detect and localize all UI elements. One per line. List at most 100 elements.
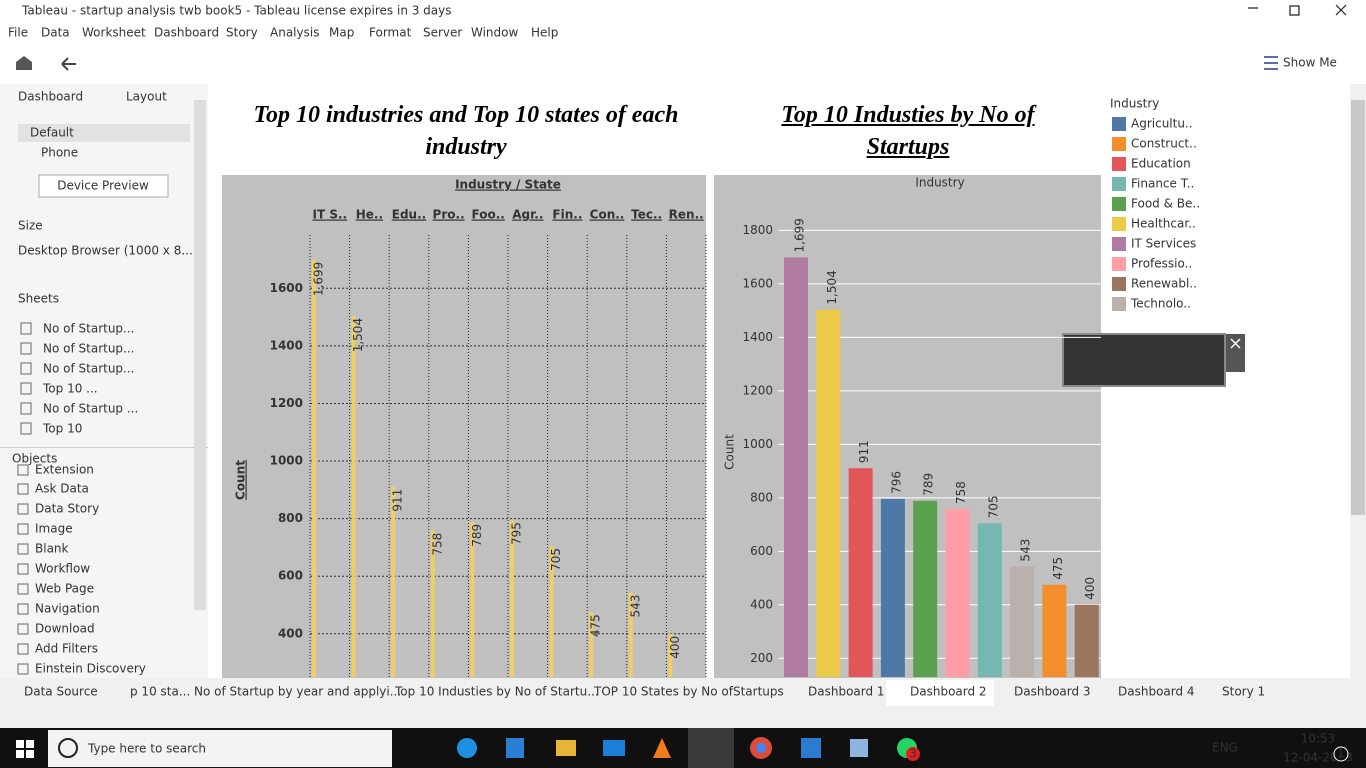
object-item[interactable]: Download xyxy=(35,622,95,636)
legend-label[interactable]: Professio.. xyxy=(1131,257,1192,271)
legend-label[interactable]: Renewabl.. xyxy=(1131,277,1197,291)
sheet-tab[interactable]: p 10 sta... xyxy=(130,685,190,699)
scroll-thumb[interactable] xyxy=(1351,100,1365,515)
start-button[interactable] xyxy=(16,740,34,758)
bar xyxy=(312,259,316,677)
x-category-label: Foo.. xyxy=(472,208,505,222)
menu-item[interactable]: Server xyxy=(423,26,462,40)
menu-item[interactable]: Map xyxy=(329,26,354,40)
undo-icon[interactable] xyxy=(61,57,76,71)
sheet-tab[interactable]: Story 1 xyxy=(1222,685,1265,699)
legend-label[interactable]: Agricultu.. xyxy=(1131,117,1193,131)
search-placeholder[interactable]: Type here to search xyxy=(87,742,206,756)
sheet-tab[interactable]: Top 10 Industies by No of Startu... xyxy=(394,685,599,699)
menu-item[interactable]: Story xyxy=(226,26,258,40)
device-preview-button[interactable] xyxy=(38,174,169,198)
language: ENG xyxy=(1212,741,1238,755)
object-item[interactable]: Extension xyxy=(35,463,94,477)
object-item[interactable]: Ask Data xyxy=(35,482,89,496)
sheet-item[interactable]: No of Startup... xyxy=(43,362,135,376)
object-item[interactable]: Image xyxy=(35,522,73,536)
app-icon[interactable] xyxy=(603,740,625,756)
legend-label[interactable]: IT Services xyxy=(1131,237,1196,251)
legend-swatch xyxy=(1112,297,1126,311)
y-tick-label: 1000 xyxy=(742,437,773,451)
bar xyxy=(945,509,970,677)
app-icon[interactable] xyxy=(850,739,868,757)
panel-tab[interactable]: Layout xyxy=(126,90,167,104)
bar xyxy=(510,520,514,677)
sheet-item[interactable]: Top 10 ... xyxy=(42,382,98,396)
bar xyxy=(848,468,873,677)
legend-swatch xyxy=(1112,217,1126,231)
device-option[interactable]: Phone xyxy=(41,146,78,160)
app-icon[interactable] xyxy=(457,738,477,758)
device-option[interactable]: Default xyxy=(30,126,74,140)
sheet-item[interactable]: No of Startup ... xyxy=(43,402,138,416)
menu-item[interactable]: Help xyxy=(531,26,558,40)
object-item[interactable]: Add Filters xyxy=(35,642,98,656)
sheet-tab[interactable]: Dashboard 3 xyxy=(1014,685,1091,699)
object-item[interactable]: Workflow xyxy=(35,562,90,576)
legend-swatch xyxy=(1112,177,1126,191)
active-app[interactable] xyxy=(688,728,734,768)
legend-label[interactable]: Healthcar.. xyxy=(1131,217,1196,231)
menu-item[interactable]: File xyxy=(8,26,28,40)
sheet-tab[interactable]: TOP 10 States by No ofStartups xyxy=(593,685,784,699)
close-button[interactable] xyxy=(1226,334,1245,372)
menu-item[interactable]: Analysis xyxy=(270,26,319,40)
app-icon[interactable] xyxy=(653,738,671,758)
x-category-label: Edu.. xyxy=(392,208,426,222)
home-icon[interactable] xyxy=(16,56,32,70)
badge xyxy=(906,747,920,761)
device-selected xyxy=(18,124,190,142)
legend-label[interactable]: Finance T.. xyxy=(1131,177,1194,191)
value-label: 911 xyxy=(857,440,871,463)
object-icon xyxy=(17,603,29,615)
menu-item[interactable]: Data xyxy=(41,26,70,40)
legend-label[interactable]: Construct.. xyxy=(1131,137,1197,151)
sheet-tab[interactable]: No of Startup by year and applyi... xyxy=(194,685,401,699)
sheet-tab[interactable]: Dashboard 1 xyxy=(808,685,885,699)
size-value[interactable]: Desktop Browser (1000 x 8... xyxy=(18,244,193,258)
legend-label[interactable]: Education xyxy=(1131,157,1191,171)
sheet-icon xyxy=(20,362,32,375)
menu-item[interactable]: Dashboard xyxy=(154,26,219,40)
scrollbar[interactable] xyxy=(194,100,206,610)
sheet-item[interactable]: Top 10 xyxy=(42,422,82,436)
legend-label[interactable]: Technolo.. xyxy=(1130,297,1191,311)
object-item[interactable]: Web Page xyxy=(35,582,94,596)
value-label: 400 xyxy=(1083,577,1097,600)
object-item[interactable]: Navigation xyxy=(35,602,100,616)
menu-item[interactable]: Window xyxy=(471,26,519,40)
panel-tab[interactable]: Dashboard xyxy=(18,90,83,104)
bar xyxy=(430,530,435,677)
navigation-label[interactable]: Navigation xyxy=(1107,353,1180,367)
x-category-label: IT S.. xyxy=(313,208,348,222)
object-icon xyxy=(17,503,29,515)
legend-label[interactable]: Food & Be.. xyxy=(1131,197,1200,211)
object-item[interactable]: Einstein Discovery xyxy=(35,662,146,676)
sheet-item[interactable]: No of Startup... xyxy=(43,322,135,336)
app-icon[interactable] xyxy=(556,740,576,756)
app-icon[interactable] xyxy=(801,738,821,758)
menu-item[interactable]: Worksheet xyxy=(82,26,146,40)
device-preview[interactable]: Device Preview xyxy=(57,179,149,193)
object-item[interactable]: Data Story xyxy=(35,502,99,516)
sheet-tab[interactable]: Dashboard 2 xyxy=(910,685,987,699)
search-box[interactable] xyxy=(48,730,392,767)
sheet-tab[interactable]: Data Source xyxy=(24,685,98,699)
y-tick-label: 1600 xyxy=(270,281,303,295)
object-item[interactable]: Blank xyxy=(35,542,69,556)
y-tick-label: 1200 xyxy=(742,383,773,397)
status-bar xyxy=(0,706,1366,728)
navigation-button[interactable] xyxy=(1062,333,1226,387)
app-icon[interactable] xyxy=(506,738,524,758)
sheet-tab[interactable]: Dashboard 4 xyxy=(1118,685,1195,699)
window-controls[interactable] xyxy=(1248,4,1347,16)
sheet-item[interactable]: No of Startup... xyxy=(43,342,135,356)
bar xyxy=(784,257,808,677)
section-label: Sheets xyxy=(18,292,59,306)
value-label: 789 xyxy=(470,524,484,547)
menu-item[interactable]: Format xyxy=(369,26,412,40)
